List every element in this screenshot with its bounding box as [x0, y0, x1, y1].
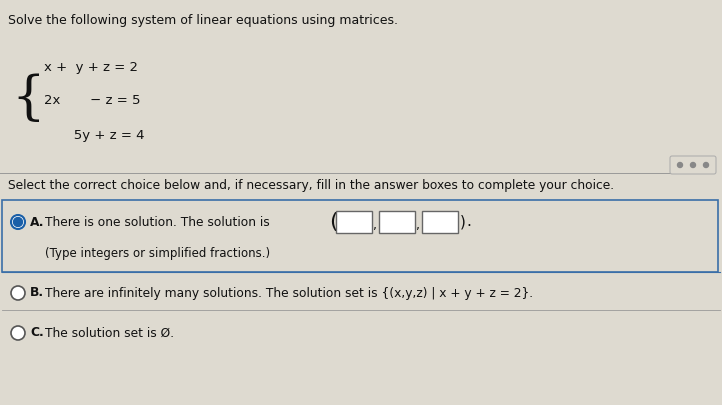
Text: ,: , — [373, 219, 377, 232]
Circle shape — [677, 162, 682, 168]
Circle shape — [703, 162, 708, 168]
Text: (: ( — [329, 212, 338, 232]
Circle shape — [14, 217, 22, 226]
Bar — [336, 211, 372, 233]
Text: (Type integers or simplified fractions.): (Type integers or simplified fractions.) — [45, 247, 270, 260]
Text: Solve the following system of linear equations using matrices.: Solve the following system of linear equ… — [8, 14, 398, 27]
FancyBboxPatch shape — [2, 200, 718, 272]
Text: ): ) — [460, 215, 466, 230]
Text: {: { — [11, 73, 45, 124]
Circle shape — [11, 326, 25, 340]
Text: 2x       − z = 5: 2x − z = 5 — [44, 94, 141, 107]
Text: ,: , — [416, 219, 420, 232]
Circle shape — [11, 286, 25, 300]
FancyBboxPatch shape — [670, 156, 716, 174]
Text: x +  y + z = 2: x + y + z = 2 — [44, 62, 138, 75]
Text: There are infinitely many solutions. The solution set is {(x,y,z) | x + y + z = : There are infinitely many solutions. The… — [45, 286, 533, 300]
Text: .: . — [466, 215, 471, 230]
Text: 5y + z = 4: 5y + z = 4 — [44, 128, 144, 141]
Text: C.: C. — [30, 326, 44, 339]
Circle shape — [690, 162, 695, 168]
Text: B.: B. — [30, 286, 44, 300]
Text: Select the correct choice below and, if necessary, fill in the answer boxes to c: Select the correct choice below and, if … — [8, 179, 614, 192]
Text: The solution set is Ø.: The solution set is Ø. — [45, 326, 174, 339]
Bar — [379, 211, 415, 233]
Text: A.: A. — [30, 215, 45, 228]
Circle shape — [11, 215, 25, 229]
Text: There is one solution. The solution is: There is one solution. The solution is — [45, 215, 270, 228]
Bar — [422, 211, 458, 233]
